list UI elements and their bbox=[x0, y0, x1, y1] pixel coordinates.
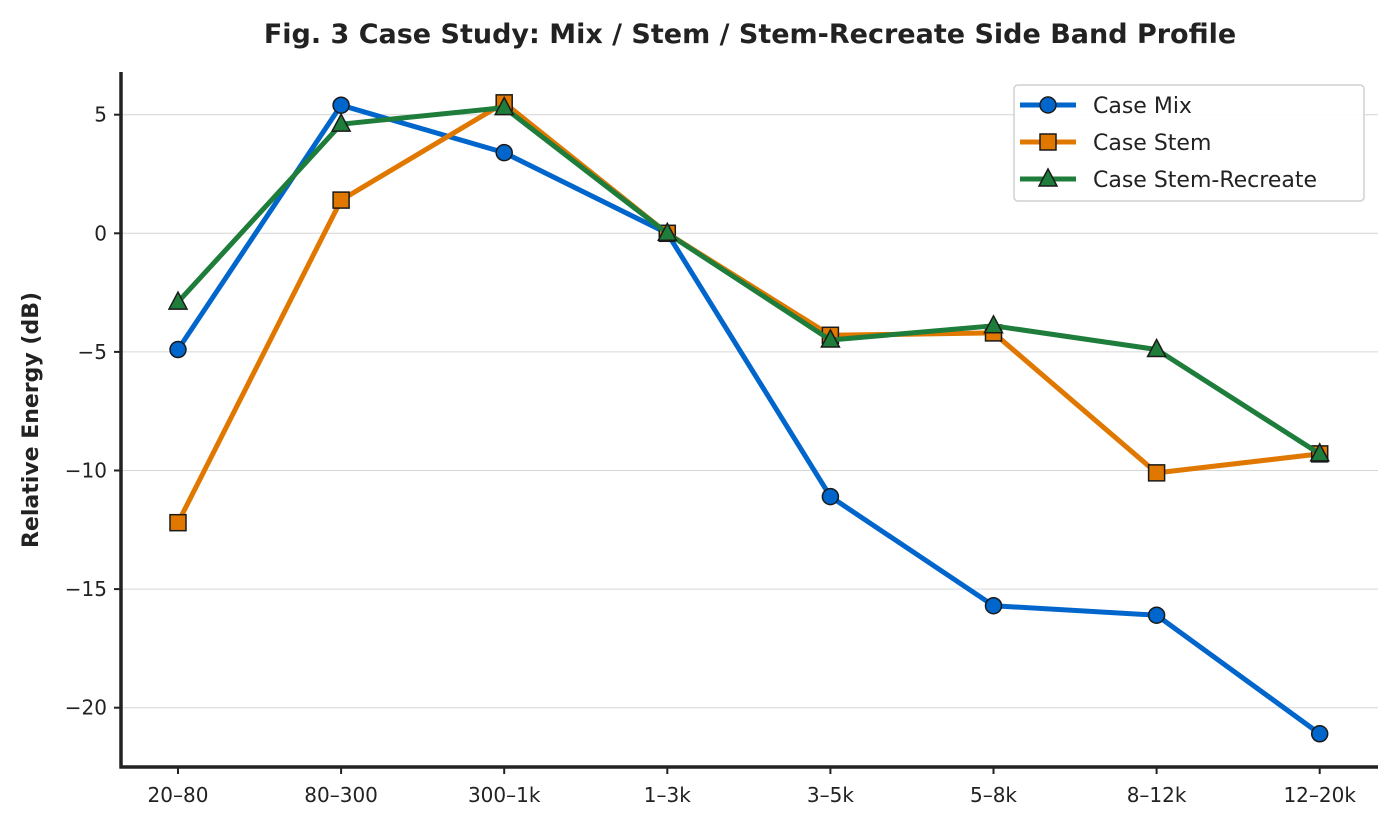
data-point bbox=[821, 487, 840, 506]
legend-label: Case Mix bbox=[1093, 94, 1192, 119]
y-tick-label: −5 bbox=[78, 340, 107, 364]
legend: Case Mix Case Stem Case Stem-Recreate bbox=[1013, 84, 1365, 202]
x-tick-label: 1–3k bbox=[644, 783, 691, 807]
y-tick-label: 0 bbox=[94, 221, 107, 245]
x-tick-label: 80–300 bbox=[304, 783, 378, 807]
data-point bbox=[330, 112, 352, 132]
data-point bbox=[983, 314, 1004, 334]
y-tick-label: −10 bbox=[65, 458, 107, 482]
data-point bbox=[167, 290, 189, 310]
data-point bbox=[169, 513, 187, 532]
data-point bbox=[1310, 725, 1329, 743]
y-tick-label: −15 bbox=[65, 577, 107, 601]
x-tick-label: 12–20k bbox=[1283, 783, 1356, 807]
data-point bbox=[820, 328, 841, 348]
y-tick-label: −20 bbox=[65, 696, 107, 720]
data-point bbox=[332, 96, 350, 114]
legend-label: Case Stem-Recreate bbox=[1093, 168, 1317, 193]
data-point bbox=[984, 596, 1003, 615]
data-point bbox=[1147, 464, 1166, 482]
data-point bbox=[1147, 606, 1166, 624]
legend-marker bbox=[1037, 167, 1059, 187]
x-tick-label: 3–5k bbox=[807, 783, 854, 807]
series-case-stem-recreate bbox=[167, 95, 1330, 462]
y-axis-label: Relative Energy (dB) bbox=[19, 292, 44, 548]
x-tick-label: 20–80 bbox=[148, 783, 209, 807]
legend-marker bbox=[1039, 133, 1057, 151]
series-line bbox=[175, 102, 1322, 736]
x-tick-label: 300–1k bbox=[468, 783, 541, 807]
data-point bbox=[657, 221, 678, 242]
data-point bbox=[1309, 442, 1330, 462]
series-line bbox=[176, 105, 1322, 456]
data-point bbox=[332, 191, 350, 209]
legend-item: Case Stem bbox=[1020, 131, 1211, 156]
x-tick-label: 8–12k bbox=[1127, 783, 1187, 807]
legend-item: Case Mix bbox=[1020, 94, 1192, 119]
legend-box bbox=[1013, 84, 1365, 202]
legend-label: Case Stem bbox=[1093, 131, 1211, 156]
series-case-mix bbox=[169, 96, 1329, 743]
legend-marker bbox=[1039, 96, 1057, 114]
data-point bbox=[493, 95, 515, 116]
data-point bbox=[169, 340, 187, 359]
legend-item: Case Stem-Recreate bbox=[1020, 167, 1317, 193]
data-point bbox=[1146, 337, 1167, 358]
y-tick-label: 5 bbox=[94, 103, 107, 127]
chart-title: Fig. 3 Case Study: Mix / Stem / Stem-Rec… bbox=[264, 19, 1236, 50]
data-point bbox=[495, 143, 513, 162]
x-tick-label: 5–8k bbox=[970, 783, 1017, 807]
